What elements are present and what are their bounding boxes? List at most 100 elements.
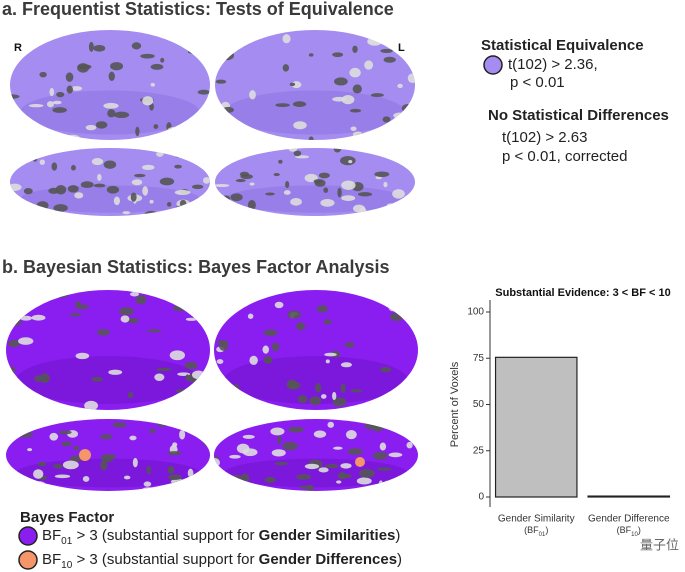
legend-symbol: BF	[42, 551, 61, 568]
brain-blob	[336, 480, 342, 484]
brain-blob	[122, 211, 131, 215]
brain-blob	[289, 82, 296, 87]
brain-blob	[65, 72, 74, 82]
brain-blob	[320, 394, 327, 399]
brain-blob	[143, 481, 152, 487]
brain-blob	[46, 101, 54, 108]
brain-blob	[127, 391, 134, 398]
brain-blob	[84, 400, 99, 410]
brain-blob	[131, 42, 142, 50]
brain-blob	[308, 53, 314, 57]
brain-blob	[169, 350, 186, 361]
brain-blob	[293, 121, 307, 130]
brain-blob	[141, 164, 155, 171]
brain-blob	[159, 177, 175, 186]
brain-blob	[378, 480, 384, 489]
brain-blob	[172, 290, 187, 299]
brain-blob	[54, 474, 71, 479]
brain-blob	[53, 464, 63, 469]
brain-blob	[20, 315, 32, 321]
brain-blob	[82, 475, 90, 482]
brain-blob	[187, 49, 200, 54]
brain-blob	[175, 389, 188, 394]
brain-blob	[357, 290, 366, 295]
brain-blob	[108, 369, 123, 375]
brain-blob	[73, 445, 80, 451]
brain-blob	[293, 150, 302, 157]
brain-blob	[359, 206, 367, 216]
brain-blob	[185, 317, 198, 321]
brain-blob	[141, 487, 157, 491]
brain-blob	[264, 476, 276, 483]
x-tick-label: Gender Similarity	[498, 514, 575, 525]
brain-blob	[397, 83, 403, 89]
brain-blob	[149, 428, 156, 434]
brain-blob	[304, 463, 320, 470]
brain-blob	[340, 362, 352, 368]
brain-blob	[172, 442, 178, 447]
brain-blob	[113, 196, 121, 206]
brain-blob	[332, 96, 346, 102]
brain-blob	[39, 71, 47, 78]
brain-blob	[132, 457, 138, 468]
brain-blob	[167, 465, 175, 474]
brain-blob	[36, 201, 49, 210]
brain-blob	[6, 312, 15, 323]
brain-blob	[10, 109, 21, 118]
brain-blob	[318, 172, 330, 179]
brain-blob	[174, 135, 190, 140]
brain-blob	[396, 30, 402, 34]
brain-blob	[156, 151, 164, 157]
brain-blob	[67, 185, 79, 193]
brain-blob	[247, 199, 256, 210]
brain-blob	[368, 38, 384, 45]
legend-swatch	[18, 550, 38, 570]
brain-blob	[240, 473, 250, 483]
brain-blob	[356, 477, 372, 485]
brain-blob	[12, 202, 19, 208]
brain-blob	[127, 317, 139, 324]
brain-blob	[402, 310, 417, 320]
brain-blob	[232, 420, 248, 429]
brain-blob	[233, 383, 240, 394]
legend-item: BF01 > 3 (substantial support for Gender…	[42, 527, 400, 547]
brain-blob	[215, 135, 221, 140]
hemisphere-label: L	[398, 42, 405, 54]
brain-blob	[203, 472, 210, 483]
brain-blob	[106, 185, 120, 194]
x-tick-label: Gender Difference	[588, 514, 670, 525]
brain-blob	[334, 77, 348, 86]
brain-blob	[383, 181, 388, 188]
brain-blob	[110, 62, 124, 71]
brain-blob	[202, 177, 210, 184]
y-tick-label: 25	[473, 445, 485, 456]
legend-title: Bayes Factor	[20, 509, 114, 526]
brain-blob	[399, 149, 407, 155]
brain-blob	[345, 430, 357, 440]
brain-shade	[16, 356, 200, 404]
brain-blob	[414, 406, 418, 410]
legend-text: > 3 (substantial support for	[72, 551, 258, 568]
brain-blob	[195, 475, 208, 484]
legend-line: p < 0.01	[510, 74, 565, 91]
brain-blob	[10, 183, 22, 191]
brain-blob	[174, 205, 188, 213]
brain-blob	[247, 313, 254, 319]
brain-blob	[191, 184, 204, 190]
brain-blob	[51, 162, 58, 171]
brain-blob	[120, 315, 130, 323]
brain-blob	[325, 359, 330, 364]
brain-blob	[11, 318, 22, 326]
brain-blob	[386, 203, 396, 209]
brain-blob	[99, 434, 113, 440]
y-axis-label: Percent of Voxels	[449, 361, 461, 447]
brain-blob	[340, 156, 356, 166]
brain-blob	[62, 460, 79, 470]
brain-blob	[323, 319, 332, 325]
brain-blob	[218, 30, 233, 35]
brain-blob	[49, 87, 55, 97]
brain-blob	[318, 467, 329, 473]
brain-blob	[407, 73, 415, 84]
brain-blob	[396, 304, 405, 308]
